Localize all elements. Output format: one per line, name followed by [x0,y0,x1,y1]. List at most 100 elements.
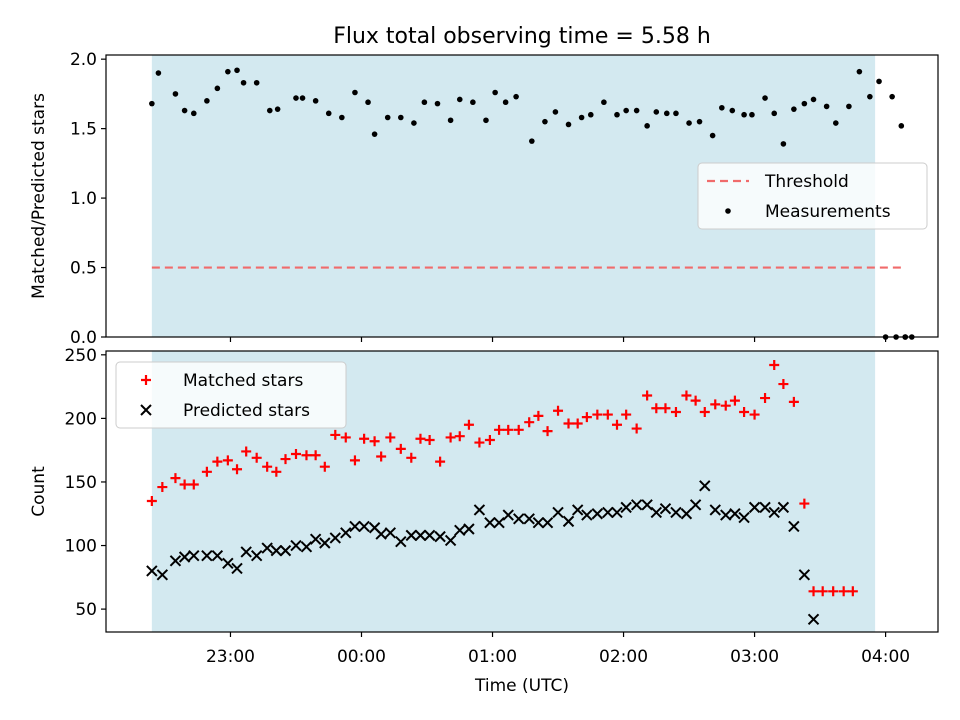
matched-star-point [280,454,291,465]
matched-star-point [572,418,583,429]
legend-label: Predicted stars [183,401,310,421]
measurement-point [762,95,768,101]
measurement-point [696,118,703,125]
matched-star-point [319,461,330,472]
measurement-point [312,98,319,104]
legend-bottom: Matched stars Predicted stars [115,361,347,429]
predicted-star-point [300,541,313,553]
chart-title: Flux total observing time = 5.58 h [333,24,711,49]
x-tick-label: 23:00 [206,647,255,667]
predicted-star-point [279,544,292,557]
measurement-point [434,100,441,107]
predicted-star-point [309,533,322,545]
measurement-point [398,114,404,121]
measurement-point [686,120,692,126]
measurement-point [614,111,620,118]
measurement-point [371,131,378,137]
predicted-star-point [250,550,263,562]
measurement-point [719,104,725,111]
matched-star-point [369,436,380,447]
measurement-point [456,96,463,103]
measurement-point [266,107,273,114]
measurement-point [384,114,391,121]
matched-star-point [631,423,642,434]
predicted-star-point [523,513,535,525]
measurement-point [214,85,221,92]
y-tick-label: 1.0 [70,189,97,209]
matched-star-point [330,429,341,440]
legend-key-matched [141,375,151,385]
measurement-point [411,120,417,126]
measurement-point [240,79,247,86]
y-tick-label: 1.5 [70,120,97,140]
matched-star-point [710,399,721,410]
measurement-point [225,68,231,75]
matched-star-point [660,403,671,414]
measurement-point [833,120,839,126]
matched-star-point [395,443,406,454]
predicted-star-point [384,527,397,539]
y-tick-label: 150 [65,473,97,493]
predicted-star-point [211,550,224,562]
predicted-star-point [591,508,604,520]
predicted-star-point [689,499,702,511]
measurement-point [172,91,179,97]
predicted-star-point [434,530,446,543]
matched-star-point [301,450,312,461]
matched-star-point [406,452,417,463]
matched-star-point [424,435,435,446]
predicted-star-point [473,504,486,516]
measurement-point [771,110,778,117]
measurement-point [253,79,260,86]
matched-star-point [739,407,750,418]
matched-star-point [201,466,212,477]
predicted-star-point [463,523,475,535]
measurement-point [801,100,808,107]
matched-star-point [251,452,262,463]
predicted-star-point [358,520,370,533]
matched-star-point [463,419,474,430]
predicted-star-point [807,613,820,625]
predicted-star-point [738,511,750,524]
y-tick-label: 50 [75,600,97,620]
predicted-star-point [641,499,653,511]
matched-star-point [760,393,771,404]
matched-star-point [838,586,849,597]
measurement-point [846,103,852,110]
predicted-star-point [729,508,741,520]
predicted-star-point [261,542,273,554]
predicted-star-point [571,504,584,516]
matched-star-point [290,448,301,459]
matched-star-point [179,479,190,490]
matched-star-point [349,455,360,466]
predicted-star-point [659,502,672,515]
measurement-point [653,109,660,115]
matched-star-point [769,359,780,370]
matched-star-point [681,390,692,401]
measurement-point [181,107,188,114]
matched-star-point [241,446,252,457]
predicted-star-point [630,499,643,511]
legend-label: Measurements [765,202,891,222]
x-tick-label: 03:00 [730,647,779,667]
measurement-point [365,99,371,106]
measurement-point [234,67,240,74]
measurement-point [587,111,594,118]
matched-star-point [359,433,370,444]
matched-star-point [524,417,535,428]
ratio-panel: 0.0 0.5 1.0 1.5 2.0 Matched/Predicted stars Th… [29,50,939,348]
matched-star-point [729,395,740,406]
y-tick-label: 100 [65,537,97,557]
predicted-star-point [395,536,407,548]
matched-star-point [212,456,223,467]
measurement-point [513,93,519,100]
predicted-star-point [777,501,790,514]
predicted-star-point [454,524,466,536]
measurement-point [502,99,509,106]
matched-star-point [170,473,181,484]
predicted-star-point [720,509,732,521]
predicted-star-point [581,509,593,521]
predicted-star-point [768,506,780,519]
measurement-point [204,98,210,104]
predicted-star-point [484,516,496,529]
